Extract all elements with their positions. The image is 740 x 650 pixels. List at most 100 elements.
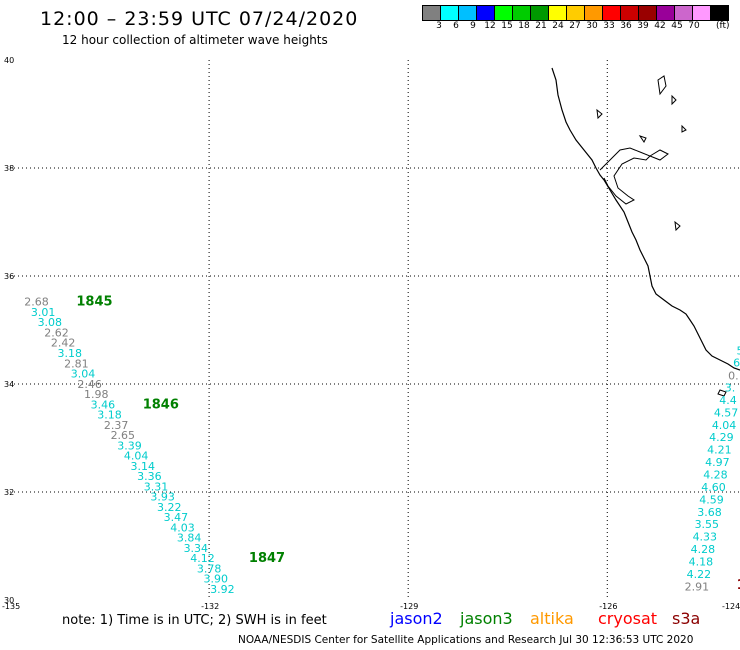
lat-tick-label: 32 [4,488,14,497]
page-title: 12:00 – 23:59 UTC 07/24/2020 [40,8,359,30]
wave-height-value: 2.81 [64,357,89,370]
color-scale-unit: (ft) [716,21,730,31]
lake-5 [681,124,687,133]
wave-height-value: 2.91 [685,580,710,593]
wave-height-value: 3.78 [197,562,222,575]
california-coastline [551,67,740,371]
wave-height-value: 3.31 [144,480,169,493]
color-scale-label: 24 [552,21,564,31]
color-swatch-6 [530,5,548,21]
color-scale-label: 33 [603,21,615,31]
color-swatch-3 [476,5,494,21]
wave-height-value: 3.84 [177,532,202,545]
lat-tick-label: 40 [4,56,14,65]
wave-height-value: 4.59 [699,493,724,506]
wave-height-value: 5 [737,344,740,357]
map-grid [10,60,740,600]
time-labels: 194719461845184618471944181825 [76,295,740,594]
wave-height-value: 4.04 [124,450,149,463]
color-scale-label: 42 [654,21,666,31]
wave-height-value: 1.98 [84,388,109,401]
color-scale-label: 18 [518,21,530,31]
wave-height-value: 3.04 [71,368,96,381]
wave-height-value: 3.36 [137,470,162,483]
wave-height-value: 4.4 [719,394,737,407]
wave-height-value: 3.18 [97,409,122,422]
wave-height-value: 6 [733,357,740,370]
wave-height-value: 4.18 [689,555,714,568]
color-swatch-4 [494,5,512,21]
time-label: 1825 [737,578,740,593]
color-swatch-12 [638,5,656,21]
lon-tick-label: -129 [400,602,418,611]
coastline [551,67,740,397]
color-scale-label: 45 [671,21,683,31]
color-swatch-0 [422,5,440,21]
wave-height-value: 4.33 [693,531,718,544]
wave-height-value: 4.28 [691,543,716,556]
observation-values: 8.228.369.6310.4910.3810.199.972.683.013… [24,296,740,596]
lake-6 [674,220,681,232]
lat-tick-label: 38 [4,164,14,173]
color-swatch-16 [710,5,729,21]
color-scale-label: 21 [535,21,547,31]
lon-tick-label: -126 [599,602,617,611]
island [717,389,727,397]
color-scale-label: 15 [501,21,513,31]
wave-height-value: 4.60 [701,481,726,494]
wave-height-value: 3.90 [203,573,228,586]
lon-tick-label: -135 [2,602,20,611]
wave-height-value: 3.55 [695,518,720,531]
wave-height-value: 3.22 [157,501,182,514]
color-scale-label: 9 [470,21,476,31]
color-scale-label: 30 [586,21,598,31]
wave-height-value: 3.68 [697,506,722,519]
color-scale-label: 39 [637,21,649,31]
wave-height-value: 4.97 [705,456,730,469]
wave-height-value: 3.14 [130,460,155,473]
lon-tick-label: -132 [201,602,219,611]
wave-height-value: 4.57 [714,406,739,419]
note-text: note: 1) Time is in UTC; 2) SWH is in fe… [62,613,327,628]
color-scale [422,5,729,21]
wave-height-value: 3.92 [210,583,235,596]
time-label: 1845 [76,295,112,310]
wave-height-value: 0. [728,370,739,383]
wave-height-value: 2.62 [44,326,69,339]
color-swatch-15 [692,5,710,21]
lake-4 [638,135,647,143]
legend-cryosat: cryosat [598,609,658,628]
wave-height-value: 3.08 [38,316,63,329]
wave-height-value: 3.34 [184,542,209,555]
time-label: 1846 [143,397,179,412]
color-scale-label: 12 [484,21,496,31]
wave-height-value: 2.68 [24,296,49,309]
color-scale-label: 36 [620,21,632,31]
lake-2 [671,94,677,106]
color-swatch-13 [656,5,674,21]
page-subtitle: 12 hour collection of altimeter wave hei… [62,33,328,47]
lake-3 [596,108,603,120]
color-swatch-8 [566,5,584,21]
wave-height-value: 3.47 [164,511,189,524]
lat-tick-label: 34 [4,380,14,389]
wave-height-value: 2.65 [111,429,136,442]
wave-height-value: 4.28 [703,469,728,482]
lat-tick-label: 36 [4,272,14,281]
wave-height-value: 3.46 [91,398,116,411]
legend-s3a: s3a [672,609,701,628]
wave-height-value: 4.12 [190,552,215,565]
wave-height-value: 3. [725,382,736,395]
legend-jason3: jason3 [460,609,513,628]
color-scale-label: 6 [453,21,459,31]
color-swatch-2 [458,5,476,21]
color-scale-label: 27 [569,21,581,31]
delta-outline [648,149,669,161]
wave-height-value: 4.03 [170,521,195,534]
color-swatch-11 [620,5,638,21]
wave-height-value: 3.01 [31,306,56,319]
lake-1 [657,75,667,96]
color-swatch-7 [548,5,566,21]
